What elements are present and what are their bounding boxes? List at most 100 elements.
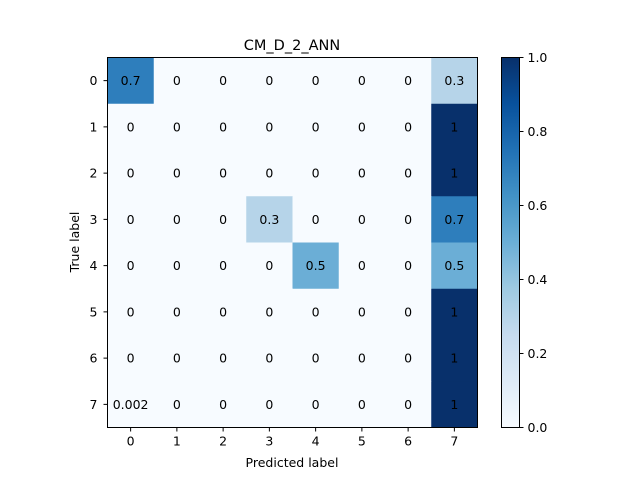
heatmap-cell xyxy=(292,103,340,151)
heatmap-cell xyxy=(338,103,386,151)
cell-value-label: 0 xyxy=(127,351,135,366)
heatmap-cell xyxy=(153,150,201,197)
heatmap-cell xyxy=(431,150,478,197)
cell-value-label: 0 xyxy=(173,397,181,412)
cell-value-label: 0 xyxy=(404,212,412,227)
cell-value-label: 0 xyxy=(404,258,412,273)
x-tick-label: 0 xyxy=(127,434,135,449)
cell-value-label: 0.7 xyxy=(444,212,464,227)
heatmap-cell xyxy=(246,103,293,151)
heatmap-cell xyxy=(153,381,201,428)
cell-value-label: 0 xyxy=(173,258,181,273)
y-tick-label: 2 xyxy=(90,166,98,181)
heatmap-cell xyxy=(107,288,155,336)
heatmap-cell xyxy=(338,242,386,290)
heatmap-cell xyxy=(338,57,386,105)
cell-value-label: 0 xyxy=(358,304,366,319)
y-tick-label: 5 xyxy=(90,304,98,319)
y-tick-label: 1 xyxy=(90,119,98,134)
cell-value-label: 0 xyxy=(173,73,181,88)
heatmap-cell xyxy=(107,335,155,382)
heatmap-cell xyxy=(153,103,201,151)
cell-value-label: 0 xyxy=(404,73,412,88)
colorbar xyxy=(501,57,520,428)
cell-value-label: 0 xyxy=(173,212,181,227)
cell-value-label: 0 xyxy=(219,258,227,273)
heatmap-cell xyxy=(200,381,247,428)
cell-value-label: 0 xyxy=(219,166,227,181)
heatmap-cell xyxy=(107,103,155,151)
cell-value-label: 0 xyxy=(127,304,135,319)
cell-value-label: 0 xyxy=(265,397,273,412)
cell-value-label: 0 xyxy=(404,119,412,134)
cell-value-label: 0 xyxy=(358,73,366,88)
heatmap-cell xyxy=(292,150,340,197)
heatmap-cell xyxy=(431,196,478,243)
heatmap-cell xyxy=(292,288,340,336)
heatmap-cell xyxy=(338,288,386,336)
heatmap-cell xyxy=(385,381,432,428)
cell-value-label: 0 xyxy=(219,351,227,366)
x-tick-label: 7 xyxy=(450,434,458,449)
heatmap-cell xyxy=(153,196,201,243)
colorbar-tick-label: 0.6 xyxy=(528,198,548,213)
heatmap-cell xyxy=(292,335,340,382)
cell-value-label: 0 xyxy=(358,258,366,273)
x-tick-label: 5 xyxy=(358,434,366,449)
cell-value-label: 0 xyxy=(265,166,273,181)
cell-value-label: 0 xyxy=(312,119,320,134)
heatmap-cell xyxy=(107,242,155,290)
cell-value-label: 0 xyxy=(219,73,227,88)
cell-value-label: 0 xyxy=(358,119,366,134)
colorbar-tick-label: 0.0 xyxy=(528,420,548,435)
colorbar-ticks: 0.0 0.2 0.4 0.6 0.8 1.0 xyxy=(519,50,548,435)
cell-value-label: 0 xyxy=(312,73,320,88)
y-tick-label: 0 xyxy=(90,73,98,88)
heatmap-cell xyxy=(385,242,432,290)
plot-frame xyxy=(107,57,478,428)
y-tick-label: 6 xyxy=(90,351,98,366)
heatmap-cell xyxy=(338,150,386,197)
heatmap-cell xyxy=(385,57,432,105)
heatmap-cell xyxy=(200,103,247,151)
y-tick-label: 4 xyxy=(90,258,98,273)
cell-value-label: 0 xyxy=(265,73,273,88)
heatmap-cell xyxy=(246,335,293,382)
cell-value-label: 1 xyxy=(450,166,458,181)
cell-value-label: 0 xyxy=(265,304,273,319)
y-tick-label: 3 xyxy=(90,212,98,227)
cell-value-label: 0 xyxy=(219,119,227,134)
cell-value-label: 0 xyxy=(312,351,320,366)
heatmap-cell xyxy=(385,288,432,336)
cell-value-label: 0 xyxy=(358,397,366,412)
heatmap-cell xyxy=(385,335,432,382)
x-tick-label: 2 xyxy=(219,434,227,449)
cell-value-label: 0.5 xyxy=(306,258,326,273)
chart-title: CM_D_2_ANN xyxy=(244,38,340,54)
cell-value-label: 0 xyxy=(312,304,320,319)
heatmap-cell xyxy=(246,196,293,243)
cell-value-label: 1 xyxy=(450,119,458,134)
cell-value-label: 0 xyxy=(312,166,320,181)
cell-value-label: 0 xyxy=(312,212,320,227)
cell-value-label: 0.7 xyxy=(121,73,141,88)
heatmap-cell xyxy=(338,335,386,382)
cell-value-label: 0 xyxy=(404,304,412,319)
cell-value-label: 0 xyxy=(219,304,227,319)
cell-value-label: 0.5 xyxy=(444,258,464,273)
cell-value-label: 0 xyxy=(173,166,181,181)
cell-value-label: 0 xyxy=(127,166,135,181)
cell-value-label: 1 xyxy=(450,351,458,366)
heatmap-cell xyxy=(292,242,340,290)
heatmap-cell xyxy=(431,288,478,336)
heatmap-cell xyxy=(246,57,293,105)
colorbar-tick-label: 1.0 xyxy=(528,50,548,65)
heatmap-cell xyxy=(431,242,478,290)
heatmap-cell xyxy=(292,381,340,428)
heatmap-cell xyxy=(292,57,340,105)
colorbar-tick-label: 0.8 xyxy=(528,124,548,139)
cell-value-label: 0 xyxy=(404,397,412,412)
heatmap-cell xyxy=(200,57,247,105)
cell-value-label: 0 xyxy=(404,166,412,181)
